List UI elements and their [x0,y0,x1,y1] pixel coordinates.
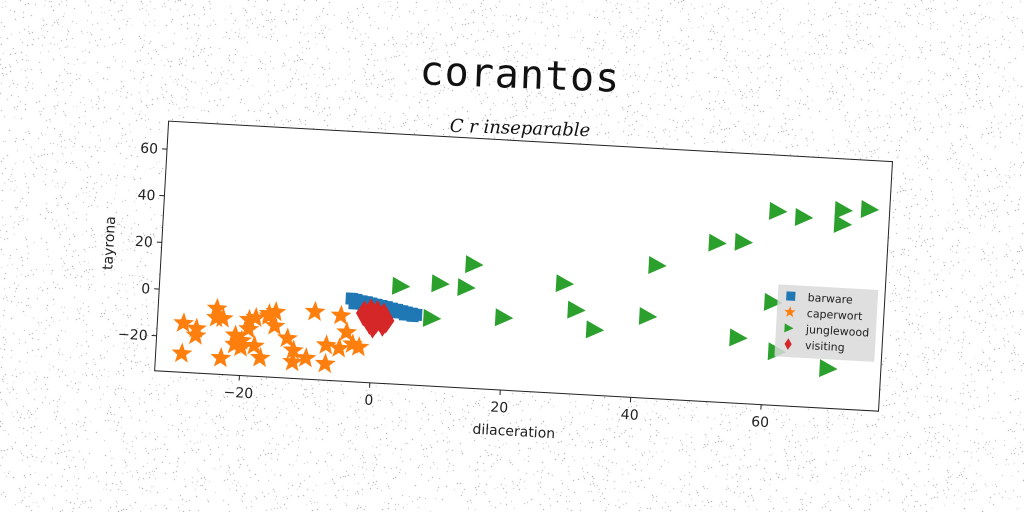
caperwort-point [238,318,260,339]
y-axis-label: tayrona [100,216,119,271]
plot-area [154,120,893,412]
junglewood-point [494,308,514,327]
junglewood-point [555,274,575,293]
barware-legend-marker [786,291,796,301]
x-tick-label: 20 [490,400,509,417]
junglewood-point [457,278,476,297]
caperwort-point [282,339,304,360]
caperwort-point [249,346,271,368]
junglewood-point [422,308,442,327]
junglewood-point [860,200,880,218]
visiting-point [365,312,382,339]
junglewood-point [734,232,754,251]
caperwort-point [328,337,350,358]
x-axis-label: dilaceration [472,422,555,443]
caperwort-point [224,333,246,355]
junglewood-point [648,255,667,274]
caperwort-point [314,352,336,374]
junglewood-point [768,201,788,220]
junglewood-point [585,320,605,339]
junglewood-point [834,200,853,219]
caperwort-point [336,321,358,342]
caperwort-point [185,324,207,345]
junglewood-point [833,214,853,233]
caperwort-point [238,308,260,330]
caperwort-point [230,336,252,357]
caperwort-point [277,327,298,348]
barware-point [406,309,420,323]
y-tick-label: −20 [118,327,148,345]
junglewood-point [819,359,838,378]
caperwort-point [348,336,370,357]
x-tick-label: 0 [364,393,374,409]
caperwort-point [264,315,286,336]
caperwort-point [171,342,193,363]
caperwort-point [173,312,195,333]
junglewood-point [391,276,411,295]
visiting-legend-label: visiting [805,339,845,354]
caperwort-point [258,305,280,326]
junglewood-legend-marker [784,323,794,333]
legend-box [774,284,879,362]
x-tick-label: −20 [223,385,253,403]
caperwort-legend-label: caperwort [806,307,863,323]
barware-point [388,305,402,319]
caperwort-legend-marker [784,306,796,318]
caperwort-point [304,300,326,322]
caperwort-point [282,351,304,372]
junglewood-point [431,274,450,293]
caperwort-point [206,307,228,328]
junglewood-point [465,255,484,274]
caperwort-point [315,334,337,355]
junglewood-point [638,306,658,325]
caperwort-point [243,334,265,356]
x-tick-label: 40 [620,407,639,424]
junglewood-point [567,300,586,319]
junglewood-legend-label: junglewood [805,323,870,340]
junglewood-point [794,208,814,226]
y-tick-label: 60 [140,141,159,158]
caperwort-point [210,347,232,368]
visiting-point [374,310,391,337]
y-tick-label: 40 [137,187,156,204]
barware-legend-label: barware [807,291,853,307]
junglewood-point [729,328,748,347]
junglewood-point [763,292,783,311]
visiting-legend-marker [784,338,792,350]
y-tick-label: 20 [135,234,154,251]
y-tick-label: 0 [141,281,151,297]
caperwort-point [330,304,352,325]
x-tick-label: 60 [751,414,770,431]
caperwort-point [295,347,317,368]
junglewood-point [708,233,727,252]
